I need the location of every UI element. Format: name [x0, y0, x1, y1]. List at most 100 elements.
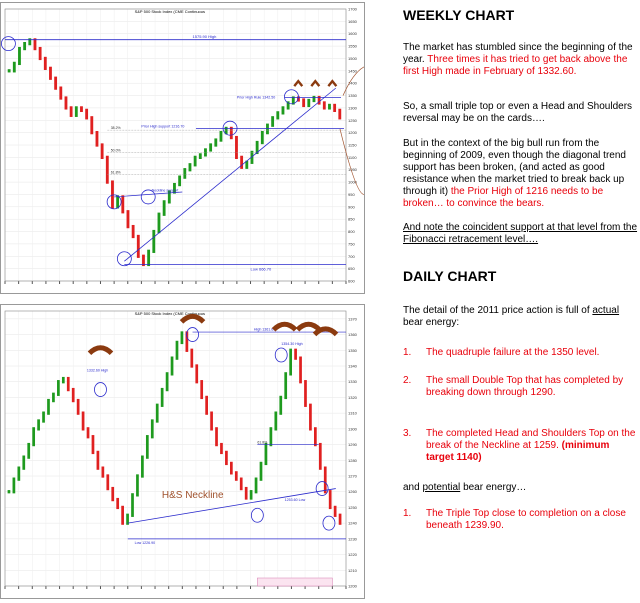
x-tick [113, 281, 115, 284]
daily-high-2-label: High 1361.60 [254, 328, 275, 332]
x-tick [181, 281, 183, 284]
weekly-para-3b: the Prior High of 1216 needs to be broke… [403, 186, 604, 209]
plot-frame [4, 8, 347, 282]
x-tick [86, 586, 88, 589]
fib-label: 61.8% [111, 171, 121, 175]
daily-para-2a: and [403, 482, 420, 493]
x-tick [72, 586, 74, 589]
daily-item-1-text: The quadruple failure at the 1350 level. [426, 347, 600, 358]
x-tick [277, 586, 279, 589]
y-tick-label: 1600 [348, 31, 358, 36]
y-tick-label: 1310 [348, 411, 358, 416]
x-tick [113, 586, 115, 589]
y-tick-label: 1290 [348, 442, 358, 447]
y-tick-label: 1000 [348, 180, 358, 185]
y-tick-label: 1300 [348, 105, 358, 110]
highlight-circle [222, 120, 238, 136]
y-tick-label: 1220 [348, 552, 358, 557]
volume-strip [257, 577, 333, 587]
y-tick-label: 1330 [348, 379, 358, 384]
daily-para-1c: bear energy: [403, 317, 460, 328]
x-tick [181, 586, 183, 589]
y-tick-label: 1260 [348, 489, 358, 494]
y-tick-label: 1200 [348, 584, 358, 589]
daily-highlight-circle [274, 347, 288, 363]
y-tick-label: 1280 [348, 458, 358, 463]
y-tick-label: 1270 [348, 474, 358, 479]
x-tick [304, 281, 306, 284]
x-tick [263, 586, 265, 589]
daily-item-1-num: 1. [403, 347, 412, 358]
y-tick-label: 1350 [348, 93, 358, 98]
weekly-para-4: And note the coincident support at that … [403, 222, 638, 245]
y-tick-label: 950 [348, 192, 355, 197]
x-tick [18, 586, 20, 589]
highlight-circle [106, 194, 122, 210]
x-tick [236, 281, 238, 284]
daily-arch-mark [87, 345, 114, 356]
x-tick [127, 586, 129, 589]
x-tick [99, 281, 101, 284]
daily-para-1: The detail of the 2011 price action is f… [403, 305, 639, 329]
chevron-mark [327, 79, 338, 87]
y-tick-label: 1650 [348, 19, 358, 24]
y-tick-label: 1100 [348, 155, 357, 160]
weekly-para-1a: The market has stumbled since the beginn… [403, 42, 633, 65]
daily-highlight-circle [322, 515, 336, 531]
weekly-chart-svg: 1700 1650 1600 1550 1500 1450 1400 1350 1300 1250… [1, 7, 367, 284]
callout-arrow [339, 128, 365, 195]
weekly-para-1b: Three times it has tried to get back abo… [403, 54, 628, 77]
y-tick-label: 800 [348, 229, 355, 234]
daily-item-2-num: 2. [403, 375, 412, 386]
y-tick-label: 1050 [348, 167, 358, 172]
weekly-chart: 1700 1650 1600 1550 1500 1450 1400 1350 1300 1250… [0, 2, 367, 294]
y-tick-label: 750 [348, 241, 355, 246]
y-tick-label: 1500 [348, 56, 358, 61]
x-tick [345, 281, 347, 284]
x-tick [304, 586, 306, 589]
x-tick [127, 281, 129, 284]
x-tick [18, 281, 20, 284]
y-tick-label: 1200 [348, 130, 358, 135]
x-tick [45, 281, 47, 284]
chevron-mark [310, 79, 321, 87]
y-tick-label: 1700 [348, 7, 358, 12]
fib-label: 38.2% [111, 126, 121, 130]
y-tick-label: 1450 [348, 68, 358, 73]
x-tick [154, 281, 156, 284]
neckline-support-label: Neckline support [152, 189, 179, 193]
daily-item-4-text: The Triple Top close to completion on a … [426, 508, 626, 531]
x-tick [140, 586, 142, 589]
daily-arch-mark [312, 326, 339, 337]
x-tick [59, 281, 61, 284]
highlight-circle [284, 89, 299, 105]
daily-highlight-circle [315, 481, 329, 496]
chart-title: S&P 500 Stock Index (CME Continuous [135, 311, 205, 316]
daily-fib-label: 61.8% [257, 441, 267, 445]
x-tick [277, 281, 279, 284]
daily-item-3a: The completed Head and Shoulders Top on … [426, 428, 636, 451]
x-tick [236, 586, 238, 589]
daily-high-3-label: 1354.30 High [281, 342, 302, 346]
y-tick-label: 650 [348, 266, 355, 271]
x-tick [86, 281, 88, 284]
daily-para-1a: The detail of the 2011 price action is f… [403, 305, 590, 316]
daily-item-3-num: 3. [403, 428, 412, 439]
daily-item-3-text: The completed Head and Shoulders Top on … [426, 428, 636, 464]
y-tick-label: 700 [348, 254, 355, 259]
trend-line [124, 87, 337, 262]
x-tick [250, 281, 252, 284]
x-tick [140, 281, 142, 284]
y-tick-label: 1210 [348, 568, 358, 573]
daily-para-2: and potential bear energy… [403, 482, 639, 494]
x-tick [4, 586, 6, 589]
x-tick [168, 281, 170, 284]
x-tick [209, 586, 211, 589]
high-label: 1575.90 High [193, 34, 217, 39]
x-tick [345, 586, 347, 589]
y-tick-label: 1350 [348, 348, 358, 353]
daily-item-4-num: 1. [403, 508, 412, 519]
daily-highlight-circle [250, 507, 264, 523]
y-tick-label: 1230 [348, 536, 358, 541]
daily-chart: 1370 1360 1350 1340 1330 1320 1310 1300 1290 1280… [0, 304, 365, 599]
